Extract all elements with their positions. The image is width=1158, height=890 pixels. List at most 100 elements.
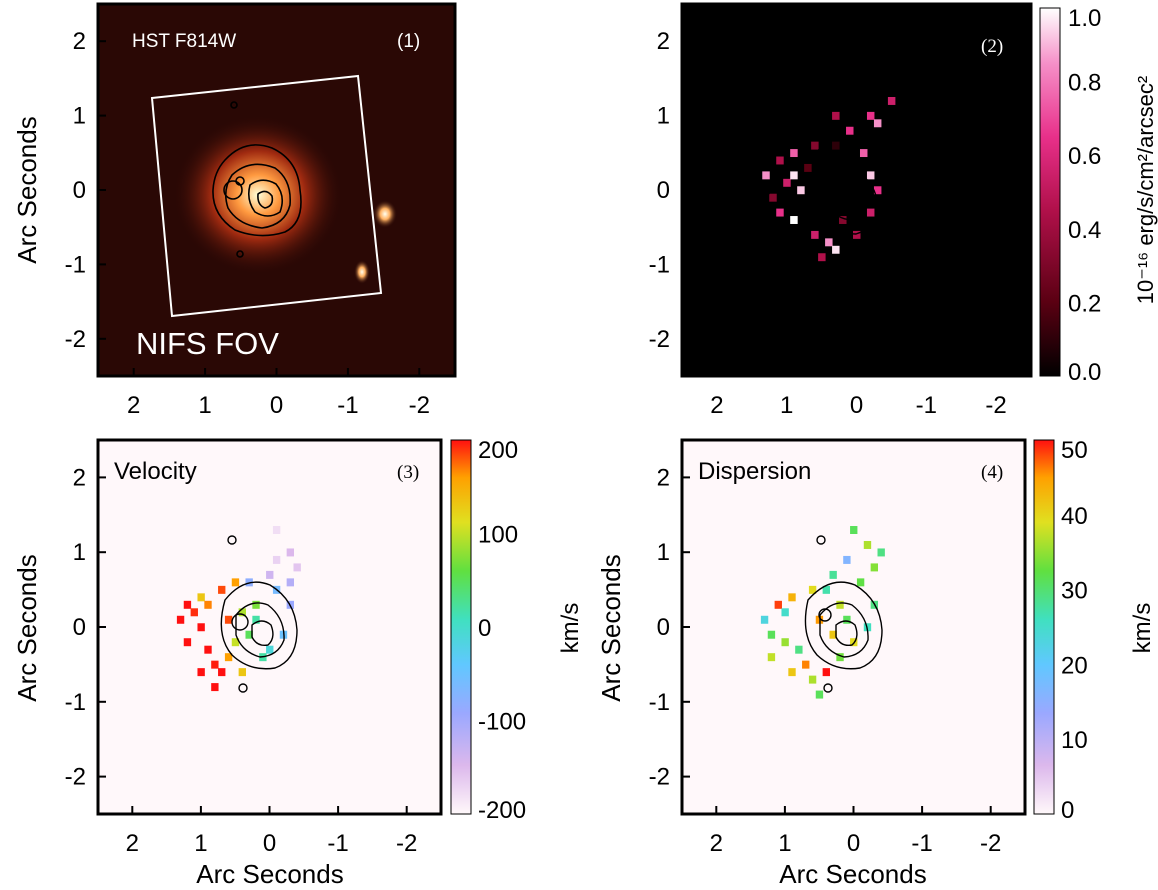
velocity-pixel — [197, 623, 205, 632]
colorbar-tick-label: 0.2 — [1068, 290, 1101, 317]
velocity-pixel — [218, 585, 226, 594]
y-tick-label: 1 — [73, 103, 86, 130]
colorbar-tick-label: 0 — [1061, 797, 1074, 824]
dispersion-pixel — [863, 540, 872, 549]
velocity-pixel — [190, 608, 198, 617]
velocity-pixel — [204, 645, 212, 654]
emission-pixel — [873, 186, 882, 195]
x-tick-label: 0 — [850, 392, 863, 419]
x-tick-label: 1 — [198, 392, 211, 419]
panel-3-xlabel: Arc Seconds — [196, 859, 343, 889]
dispersion-pixel — [808, 585, 817, 594]
y-tick-label: -1 — [65, 689, 86, 716]
dispersion-pixel — [836, 600, 844, 609]
colorbar-velocity-label: km/s — [557, 603, 584, 654]
emission-pixel — [804, 208, 812, 217]
velocity-title: Velocity — [114, 458, 197, 485]
bright-source-2 — [354, 260, 370, 284]
colorbar-tick-label: 1.0 — [1068, 5, 1101, 32]
colorbar-dispersion-gradient — [1033, 439, 1055, 815]
y-tick-label: 0 — [73, 177, 86, 204]
emission-pixel — [811, 230, 819, 239]
velocity-pixel — [272, 526, 281, 534]
emission-pixels — [762, 97, 896, 262]
x-tick-label: -1 — [337, 392, 358, 419]
colorbar-tick-label: 20 — [1061, 652, 1088, 679]
y-tick-label: 2 — [657, 464, 670, 491]
emission-pixel — [776, 208, 784, 217]
y-tick-label: 1 — [73, 539, 86, 566]
y-tick-label: -2 — [649, 326, 670, 353]
y-tick-label: 2 — [73, 464, 86, 491]
y-tick-label: -2 — [65, 326, 86, 353]
x-tick-label: -2 — [409, 392, 430, 419]
emission-pixel — [839, 216, 847, 224]
dispersion-pixel — [829, 630, 837, 639]
panel-4-dispersion-map: Dispersion (4) — [680, 438, 1027, 816]
colorbar-tick-label: 50 — [1061, 437, 1088, 464]
dispersion-pixel — [829, 570, 837, 579]
y-tick-label: -1 — [649, 251, 670, 278]
colorbar-tick-label: 0.4 — [1068, 217, 1101, 244]
colorbar-tick-label: -100 — [478, 709, 526, 736]
velocity-pixel — [238, 608, 246, 617]
velocity-pixel — [197, 668, 205, 677]
colorbar-dispersion-label: km/s — [1129, 603, 1156, 654]
velocity-pixel — [245, 630, 253, 639]
dispersion-pixel — [774, 600, 782, 609]
panel-4-ylabel: Arc Seconds — [596, 554, 626, 701]
x-tick-label: 0 — [270, 392, 283, 419]
colorbar-tick-label: 10 — [1061, 727, 1088, 754]
velocity-pixel — [252, 600, 260, 609]
x-tick-label: 1 — [778, 830, 791, 857]
colorbar-tick-label: 0.8 — [1068, 70, 1101, 97]
emission-pixel — [832, 245, 840, 254]
colorbar-tick-label: 0 — [478, 615, 491, 642]
dispersion-pixel — [802, 660, 810, 669]
dispersion-pixel — [781, 638, 789, 647]
colorbar-flux-label: 10⁻¹⁶ erg/s/cm²/arcsec² — [1133, 76, 1158, 305]
emission-pixel — [825, 238, 833, 247]
velocity-pixel — [224, 653, 233, 662]
velocity-pixel — [224, 615, 233, 624]
dispersion-pixel — [843, 555, 851, 564]
dispersion-pixel — [815, 690, 824, 699]
velocity-pixel — [286, 578, 295, 587]
velocity-pixel — [252, 615, 260, 624]
y-tick-label: -1 — [649, 689, 670, 716]
emission-pixel — [887, 97, 896, 105]
emission-pixel — [832, 111, 840, 120]
x-tick-label: -2 — [396, 830, 417, 857]
velocity-pixel — [286, 548, 295, 557]
emission-pixel — [790, 149, 798, 158]
dispersion-pixel — [877, 548, 885, 557]
colorbar-velocity-gradient — [450, 439, 472, 815]
dispersion-pixel — [795, 645, 803, 654]
panel-1-label: (1) — [397, 31, 420, 52]
dispersion-pixel — [822, 585, 830, 594]
dispersion-pixel — [822, 668, 830, 677]
velocity-pixel — [293, 563, 301, 572]
emission-pixel — [776, 156, 784, 165]
y-tick-label: 1 — [657, 539, 670, 566]
colorbar-tick-label: 100 — [478, 522, 518, 549]
colorbar-tick-label: 30 — [1061, 578, 1088, 605]
velocity-contours — [220, 535, 298, 693]
panel-1-ylabel: Arc Seconds — [12, 116, 42, 263]
colorbar-tick-label: 0.0 — [1068, 359, 1101, 386]
panel-3-background — [98, 440, 441, 814]
emission-pixel — [832, 141, 840, 150]
panel-3-ylabel: Arc Seconds — [12, 554, 42, 701]
emission-pixel — [804, 163, 812, 172]
velocity-pixel — [211, 683, 219, 692]
dispersion-pixel — [856, 578, 865, 587]
emission-pixel — [762, 186, 770, 195]
x-tick-label: -1 — [327, 830, 348, 857]
emission-pixel — [790, 216, 798, 224]
colorbar-flux-gradient — [1039, 7, 1061, 377]
colorbar-tick-label: 0.6 — [1068, 143, 1101, 170]
emission-pixel — [853, 230, 861, 239]
x-tick-label: 0 — [263, 830, 276, 857]
dispersion-pixel — [850, 526, 858, 534]
velocity-pixel — [197, 593, 205, 602]
